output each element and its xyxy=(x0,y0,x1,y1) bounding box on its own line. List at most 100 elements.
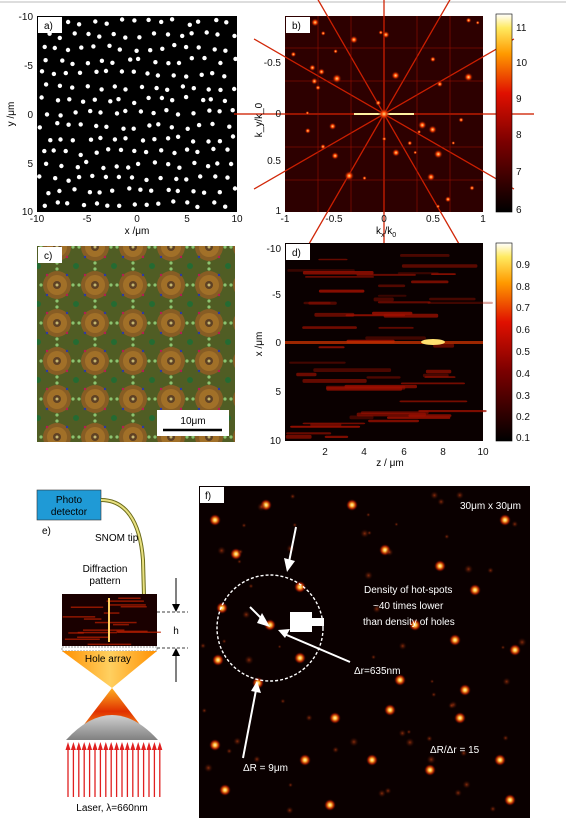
propagation-streak xyxy=(286,432,332,435)
density-text-1: Density of hot-spots xyxy=(364,585,452,596)
diffraction-pattern-streaks xyxy=(62,597,161,646)
hole-dot xyxy=(119,69,125,74)
panel-a: a) -10 -5 0 5 10 -10 -5 0 5 10 x /μm y /… xyxy=(6,12,243,237)
propagation-streak xyxy=(310,423,342,427)
faint-spot xyxy=(398,641,407,651)
hole-dot xyxy=(195,19,201,24)
diffraction-streak xyxy=(117,631,161,633)
hole-dot xyxy=(207,108,212,113)
hole-dot xyxy=(190,139,196,144)
diffraction-streak xyxy=(68,632,84,634)
hotspot xyxy=(504,794,516,806)
hole-dot xyxy=(177,165,182,170)
laser-arrowhead xyxy=(114,742,120,750)
hole-dot xyxy=(59,163,64,169)
panel-f-size-label: 30μm x 30μm xyxy=(460,501,521,512)
hole-dot xyxy=(46,191,51,196)
panel-c-shade xyxy=(37,246,235,442)
fourier-peak xyxy=(309,64,316,72)
hole-dot xyxy=(131,69,136,74)
propagation-streak xyxy=(289,361,346,364)
faint-spot xyxy=(385,548,394,557)
hole-dot xyxy=(143,149,149,155)
propagation-streak xyxy=(397,272,439,275)
fourier-peak xyxy=(382,30,390,39)
hole-dot xyxy=(230,134,236,139)
hole-dot xyxy=(114,164,119,169)
panel-d-xtick: 10 xyxy=(477,447,489,458)
hole-dot xyxy=(166,61,171,66)
hole-dot xyxy=(85,84,91,89)
hole-dot xyxy=(106,147,111,152)
hole-dot xyxy=(97,190,102,195)
hole-dot xyxy=(170,98,175,103)
central-streak xyxy=(285,341,483,344)
hole-dot xyxy=(232,186,238,191)
diffraction-streak xyxy=(108,604,146,606)
hole-dot xyxy=(48,138,53,143)
laser-arrowhead xyxy=(76,742,82,750)
propagation-streak xyxy=(387,416,451,419)
hole-dot xyxy=(156,122,161,127)
propagation-streak xyxy=(318,346,345,349)
panel-c: c) 10μm xyxy=(37,246,235,442)
faint-spot xyxy=(398,729,407,738)
panel-a-xtick: 5 xyxy=(184,214,190,225)
hole-dot xyxy=(215,32,220,37)
faint-spot xyxy=(460,749,468,757)
hole-dot xyxy=(198,174,203,179)
hole-dot xyxy=(213,174,218,179)
fourier-center-peak xyxy=(378,108,390,120)
faint-spot xyxy=(277,644,282,649)
hole-dot xyxy=(53,176,58,181)
diffraction-streak xyxy=(62,616,96,618)
panel-d-cbar-tick: 0.5 xyxy=(516,347,530,358)
hotspot xyxy=(469,584,481,596)
fourier-peak xyxy=(320,30,326,36)
hole-dot xyxy=(37,125,42,130)
hole-dot xyxy=(98,135,103,141)
panel-a-xtick: -10 xyxy=(30,214,45,225)
hole-dot xyxy=(135,161,141,167)
arrow-to-circle-top-head xyxy=(284,558,295,572)
hole-dot xyxy=(185,126,190,131)
panel-d-tag-bg xyxy=(286,244,310,260)
hole-dot xyxy=(128,57,133,62)
hole-dot xyxy=(135,56,141,62)
h-label: h xyxy=(173,626,179,637)
hotspot xyxy=(346,499,358,511)
hole-dot xyxy=(39,95,44,100)
hole-dot xyxy=(148,48,153,53)
faint-spot xyxy=(500,645,506,650)
hole-dot xyxy=(232,33,237,39)
diffraction-center-line xyxy=(108,598,110,642)
panel-c-tag: c) xyxy=(44,251,52,262)
hole-dot xyxy=(222,98,228,104)
propagation-streak xyxy=(365,336,426,340)
hole-dot xyxy=(184,177,189,182)
hole-dot xyxy=(225,147,230,152)
hole-dot xyxy=(217,109,222,114)
faint-spot xyxy=(370,654,377,660)
hole-dot xyxy=(72,31,77,36)
hole-dot xyxy=(183,94,189,100)
hotspot xyxy=(499,514,511,526)
faint-spot xyxy=(256,502,266,512)
hotspot xyxy=(434,560,446,572)
fourier-peak xyxy=(304,127,311,134)
faint-spot xyxy=(366,512,371,518)
photo-detector-label-1: Photo xyxy=(56,495,83,506)
laser-arrowhead xyxy=(81,742,87,750)
hole-dot xyxy=(196,122,202,128)
panel-c-image xyxy=(37,246,235,442)
panel-a-yticks: -10 -5 0 5 10 xyxy=(19,12,34,218)
propagation-streak xyxy=(302,326,357,329)
faint-spot xyxy=(305,714,313,722)
panel-d-cbar-tick: 0.1 xyxy=(516,433,530,444)
hole-dot xyxy=(97,34,102,39)
panel-d-xtick: 2 xyxy=(322,447,328,458)
hole-dot xyxy=(114,111,120,116)
panel-a-hole-pattern xyxy=(37,17,238,210)
diffraction-streak xyxy=(116,630,148,633)
faint-spot xyxy=(360,528,370,539)
